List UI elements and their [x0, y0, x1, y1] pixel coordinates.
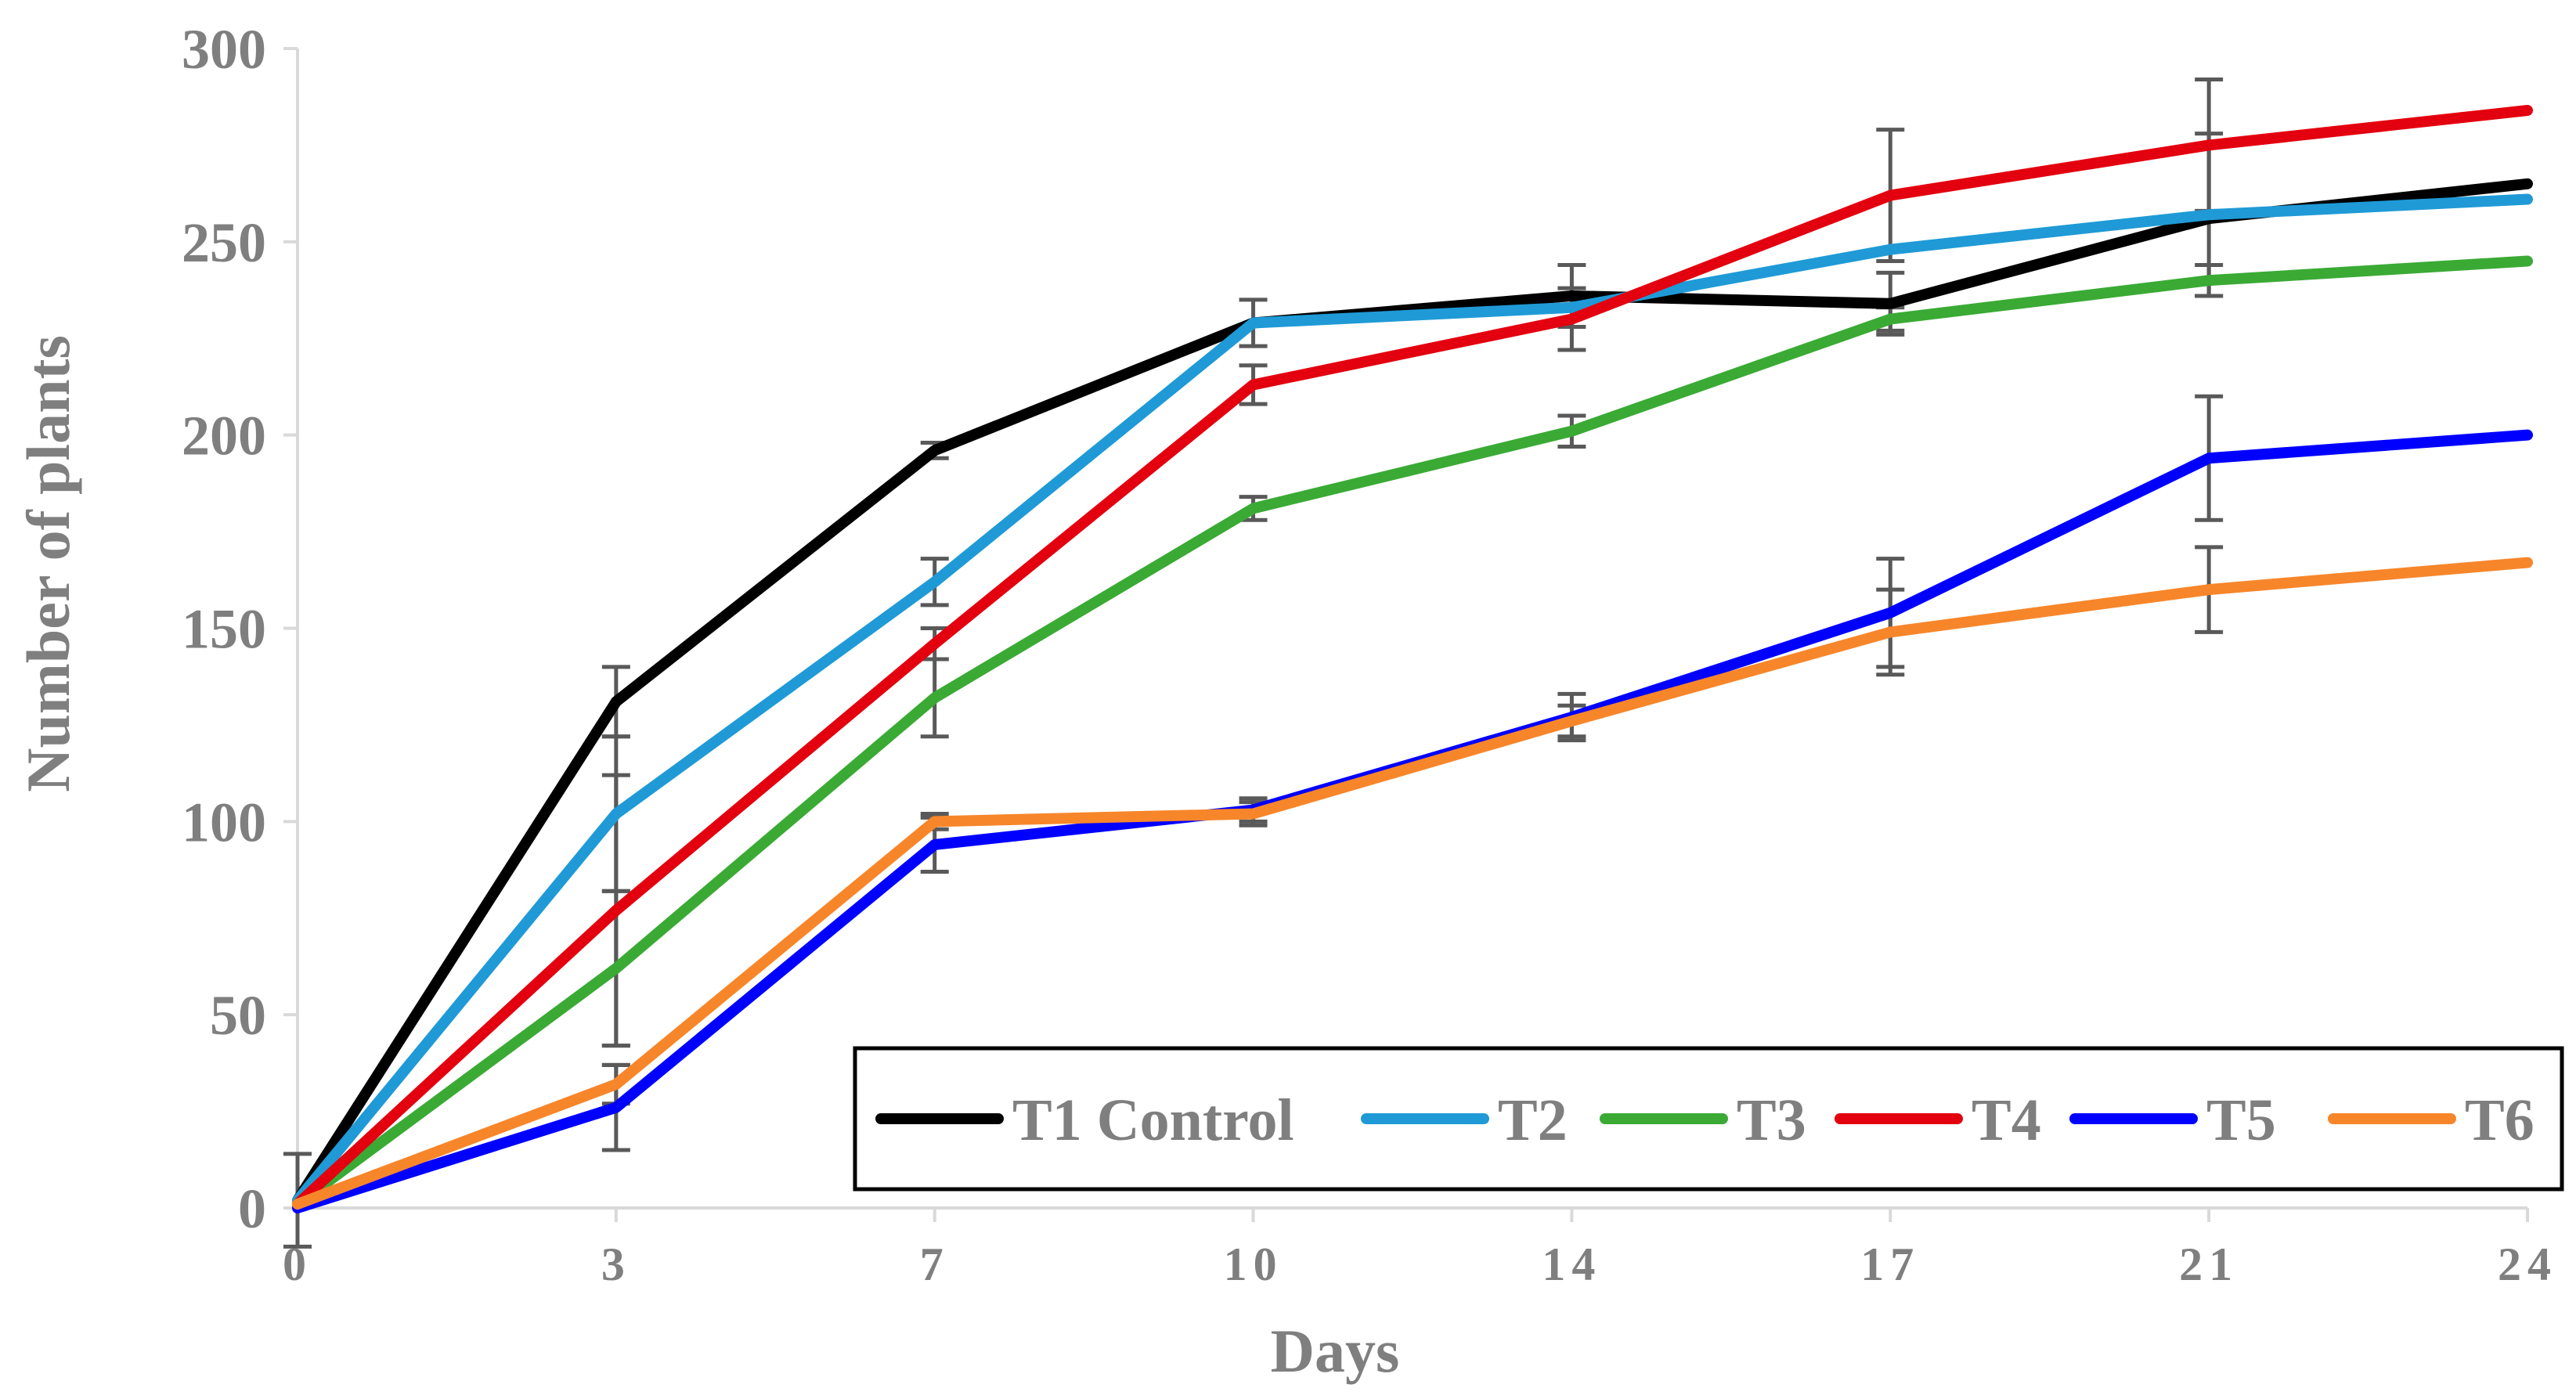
- x-tick-label: 17: [1860, 1239, 1920, 1290]
- y-tick-label: 0: [238, 1177, 266, 1240]
- y-tick-label: 250: [182, 211, 266, 274]
- legend-label-t1-control: T1 Control: [1012, 1087, 1294, 1153]
- legend-label-t5: T5: [2206, 1087, 2276, 1153]
- y-tick-label: 100: [182, 791, 266, 853]
- series-line-t6: [292, 557, 2533, 1210]
- x-tick-label: 0: [283, 1239, 312, 1290]
- series-lines: [292, 104, 2533, 1213]
- x-tick-label: 21: [2179, 1239, 2239, 1290]
- x-tick-label: 3: [601, 1239, 631, 1290]
- x-tick-label: 7: [920, 1239, 950, 1290]
- legend-label-t2: T2: [1498, 1087, 1568, 1153]
- x-tick-label: 10: [1224, 1239, 1283, 1290]
- legend-label-t6: T6: [2465, 1087, 2535, 1153]
- series-line-t2: [292, 193, 2533, 1206]
- y-tick-label: 150: [182, 598, 266, 661]
- series-line-t1-control: [292, 178, 2533, 1206]
- legend: T1 Control T2 T3 T4 T5 T6: [853, 1046, 2564, 1192]
- y-axis-title: Number of plants: [14, 335, 82, 792]
- y-tick-label: 50: [210, 984, 266, 1047]
- y-tick-label: 200: [182, 405, 266, 467]
- tick-labels: 0 50 100 150 200 250 300 0 3 7 10 14 17 21 24: [182, 18, 2557, 1290]
- series-line-t3: [292, 255, 2533, 1210]
- x-tick-label: 24: [2498, 1239, 2557, 1290]
- y-tick-label: 300: [182, 18, 266, 81]
- x-tick-label: 14: [1542, 1239, 1601, 1290]
- legend-label-t3: T3: [1737, 1087, 1806, 1153]
- x-axis-title: Days: [1271, 1317, 1400, 1385]
- legend-label-t4: T4: [1972, 1087, 2041, 1153]
- series-line-t4: [292, 104, 2533, 1210]
- axes: [283, 47, 2529, 1222]
